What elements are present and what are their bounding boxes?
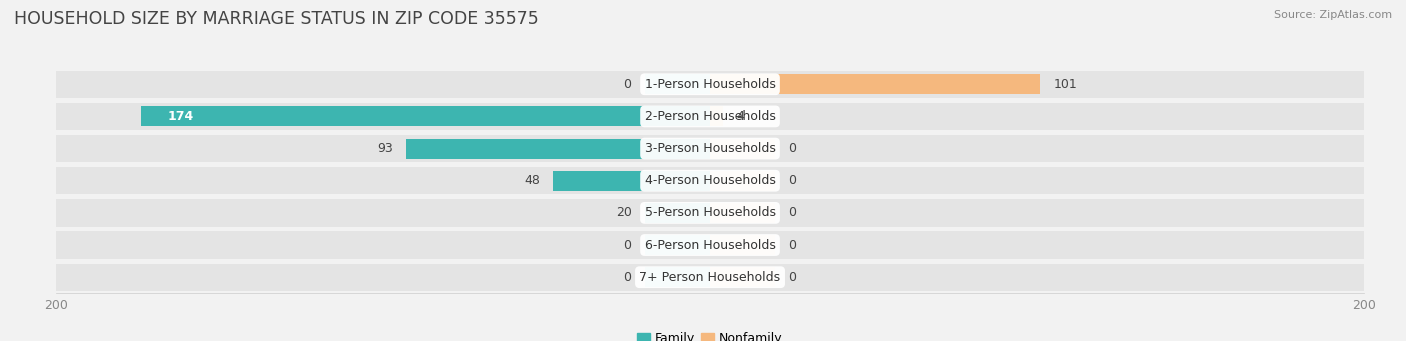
Text: 20: 20 <box>616 206 631 219</box>
Bar <box>644 267 710 287</box>
Bar <box>710 138 776 159</box>
Text: 5-Person Households: 5-Person Households <box>644 206 776 219</box>
Text: 0: 0 <box>789 271 796 284</box>
Text: 0: 0 <box>789 206 796 219</box>
Bar <box>406 138 710 159</box>
Text: 3-Person Households: 3-Person Households <box>644 142 776 155</box>
Bar <box>644 235 710 255</box>
Bar <box>553 171 710 191</box>
Bar <box>710 203 776 223</box>
Text: 4: 4 <box>737 110 744 123</box>
Bar <box>710 106 723 127</box>
Bar <box>56 135 1364 162</box>
Text: 101: 101 <box>1053 78 1077 91</box>
Bar <box>56 103 1364 130</box>
Text: 4-Person Households: 4-Person Households <box>644 174 776 187</box>
Text: 0: 0 <box>624 239 631 252</box>
Bar <box>710 267 776 287</box>
Bar <box>710 235 776 255</box>
Text: 0: 0 <box>624 78 631 91</box>
Text: 1-Person Households: 1-Person Households <box>644 78 776 91</box>
Text: 0: 0 <box>789 174 796 187</box>
Text: 2-Person Households: 2-Person Households <box>644 110 776 123</box>
Bar <box>56 231 1364 259</box>
Text: 0: 0 <box>624 271 631 284</box>
Bar <box>56 167 1364 194</box>
Legend: Family, Nonfamily: Family, Nonfamily <box>633 327 787 341</box>
Bar <box>644 74 710 94</box>
Bar <box>710 171 776 191</box>
Text: 48: 48 <box>524 174 540 187</box>
Bar <box>56 264 1364 291</box>
Text: 7+ Person Households: 7+ Person Households <box>640 271 780 284</box>
Text: 93: 93 <box>377 142 392 155</box>
Text: 0: 0 <box>789 239 796 252</box>
Text: Source: ZipAtlas.com: Source: ZipAtlas.com <box>1274 10 1392 20</box>
Bar <box>56 71 1364 98</box>
Bar <box>56 199 1364 226</box>
Text: HOUSEHOLD SIZE BY MARRIAGE STATUS IN ZIP CODE 35575: HOUSEHOLD SIZE BY MARRIAGE STATUS IN ZIP… <box>14 10 538 28</box>
Text: 174: 174 <box>167 110 194 123</box>
Text: 6-Person Households: 6-Person Households <box>644 239 776 252</box>
Text: 0: 0 <box>789 142 796 155</box>
Bar <box>644 203 710 223</box>
Bar <box>710 74 1040 94</box>
Bar <box>141 106 710 127</box>
